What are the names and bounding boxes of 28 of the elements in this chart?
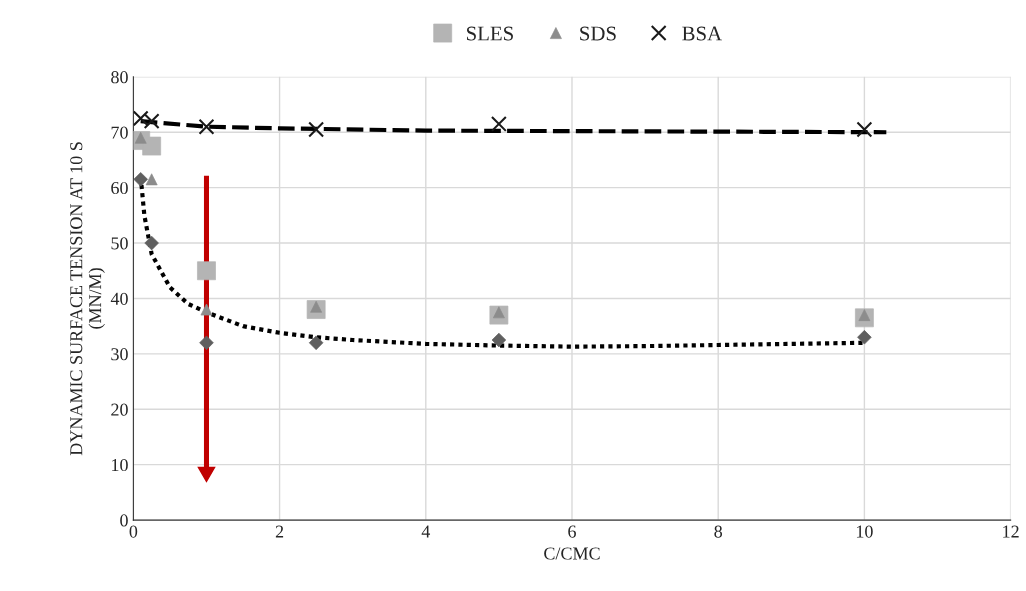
legend-label: SDS	[580, 26, 616, 41]
x-tick-label: 12	[1003, 525, 1019, 538]
y-tick-label: 30	[111, 348, 128, 361]
point	[490, 115, 507, 132]
y-tick-label: 70	[111, 126, 128, 139]
y-tick-label: 20	[111, 403, 128, 416]
y-tick-label: 40	[110, 292, 128, 305]
legend-label: BSA	[682, 26, 722, 41]
y-tick-label: 60	[111, 181, 128, 195]
point	[144, 235, 159, 251]
x-tick-label: 2	[275, 525, 284, 538]
x-tick-label: 0	[129, 525, 138, 538]
legend-label: SLES	[467, 26, 513, 41]
line-series	[138, 119, 889, 135]
y-tick-label: 80	[111, 71, 128, 84]
x-tick-label: 4	[421, 525, 431, 538]
x-tick-label: 10	[856, 525, 873, 538]
x-tick-label: 6	[568, 525, 576, 538]
y-tick-label: 0	[120, 514, 128, 527]
y-tick-label: 50	[111, 237, 128, 250]
point	[198, 118, 215, 135]
x-axis-title: C/CMC	[544, 547, 600, 560]
point	[308, 121, 325, 138]
point	[856, 121, 873, 138]
y-tick-label: 10	[112, 458, 128, 472]
point	[857, 330, 872, 345]
y-axis-title: DYNAMIC SURFACE TENSION AT 10 S (MN/M)	[70, 142, 105, 456]
x-tick-label: 8	[714, 525, 723, 538]
